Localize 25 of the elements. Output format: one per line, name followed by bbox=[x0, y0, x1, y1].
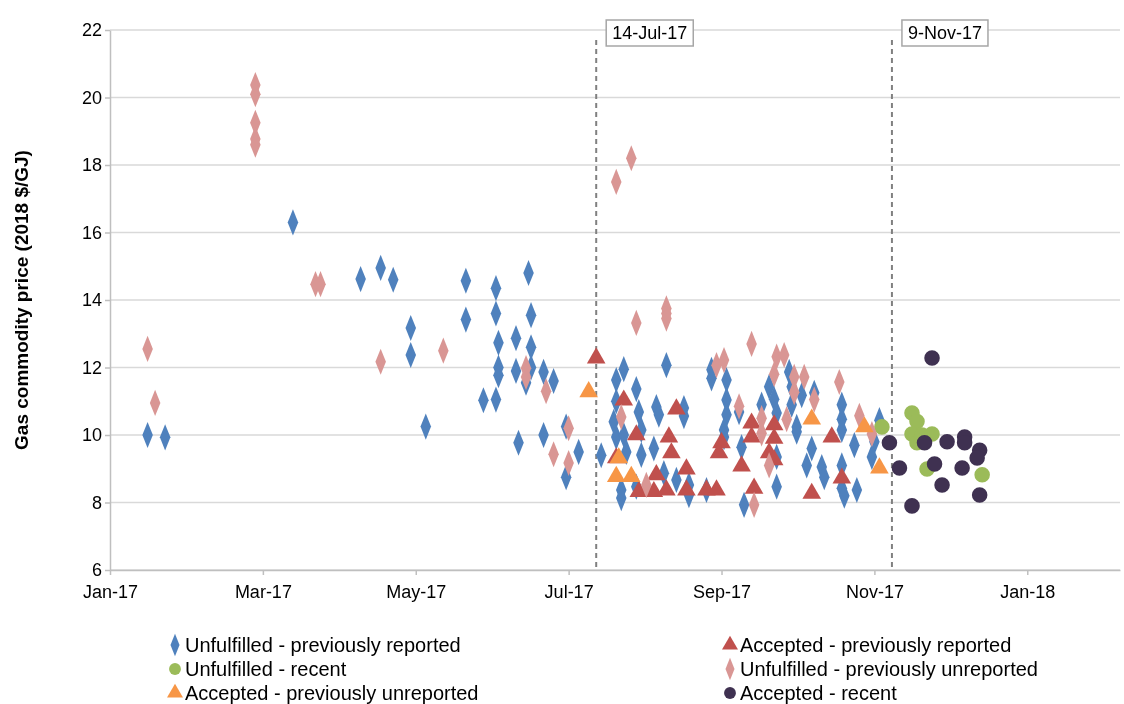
y-tick-label: 6 bbox=[91, 560, 102, 581]
y-tick-label: 20 bbox=[81, 87, 102, 108]
y-tick-label: 14 bbox=[81, 290, 102, 311]
legend-label: Unfulfilled - recent bbox=[185, 658, 347, 680]
x-tick-label: May-17 bbox=[386, 581, 447, 602]
legend-label: Accepted - previously reported bbox=[740, 634, 1012, 656]
x-tick-label: Nov-17 bbox=[845, 581, 904, 602]
y-tick-label: 16 bbox=[81, 222, 102, 243]
ref-line-label: 9-Nov-17 bbox=[907, 23, 982, 43]
x-tick-label: Jan-18 bbox=[1000, 581, 1056, 602]
y-tick-label: 12 bbox=[81, 357, 102, 378]
y-tick-label: 22 bbox=[81, 20, 102, 41]
y-tick-label: 10 bbox=[81, 425, 102, 446]
ref-line-label: 14-Jul-17 bbox=[612, 23, 688, 43]
legend-label: Unfulfilled - previously reported bbox=[185, 634, 461, 656]
legend-label: Unfulfilled - previously unreported bbox=[740, 658, 1038, 680]
x-tick-label: Mar-17 bbox=[234, 581, 292, 602]
y-tick-label: 8 bbox=[91, 492, 102, 513]
x-tick-label: Sep-17 bbox=[692, 581, 752, 602]
y-axis-title: Gas commodity price (2018 $/GJ) bbox=[11, 150, 32, 450]
legend-label: Accepted - previously unreported bbox=[185, 682, 479, 704]
legend-label: Accepted - recent bbox=[740, 682, 898, 704]
y-tick-label: 18 bbox=[81, 155, 102, 176]
x-tick-label: Jul-17 bbox=[544, 581, 594, 602]
x-tick-label: Jan-17 bbox=[82, 581, 139, 602]
